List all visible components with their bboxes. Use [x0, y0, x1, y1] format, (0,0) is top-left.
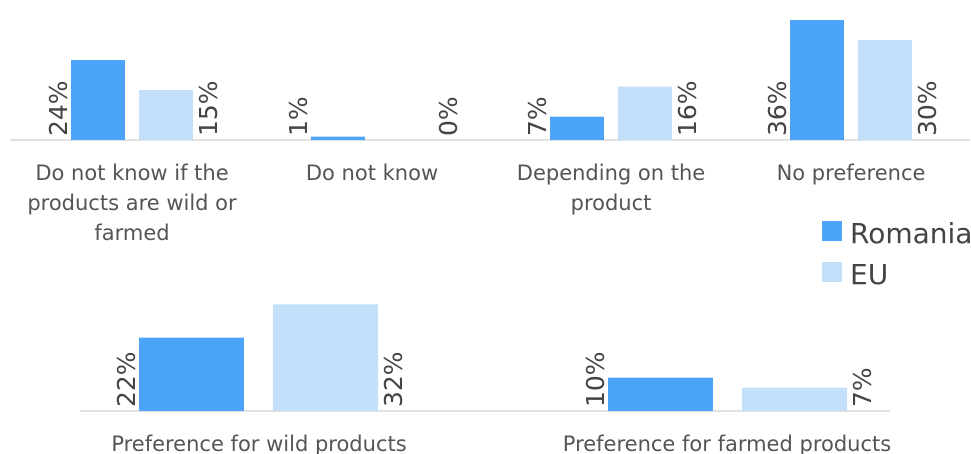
value-label-eu-5: 32%: [379, 351, 408, 407]
bar-romania-2: [311, 136, 365, 140]
value-label-romania-5: 22%: [112, 351, 141, 407]
bar-romania-4: [790, 20, 844, 140]
value-label-eu-6: 7%: [848, 367, 877, 407]
value-label-eu-3: 16%: [673, 80, 702, 136]
bar-romania-3: [550, 116, 604, 140]
value-label-romania-4: 36%: [763, 80, 792, 136]
value-label-eu-4: 30%: [913, 80, 942, 136]
bar-romania-5: [139, 337, 244, 411]
value-label-romania-3: 7%: [523, 96, 552, 136]
chart-value-labels: 24% 1% 7% 36% 22% 10% 15% 0% 16% 30% 32% 7%: [44, 80, 942, 407]
bar-eu-3: [618, 86, 672, 140]
value-label-eu-2: 0%: [434, 96, 463, 136]
value-label-romania-6: 10%: [581, 351, 610, 407]
value-label-romania-1: 24%: [44, 80, 73, 136]
chart-bars: [71, 20, 912, 411]
category-label-6-line-1: Preference for farmed products: [563, 432, 891, 454]
legend-swatch-eu: [822, 262, 842, 282]
value-label-eu-1: 15%: [194, 80, 223, 136]
category-label-4-line-1: No preference: [777, 161, 926, 185]
legend-label-eu: EU: [850, 258, 888, 291]
value-label-romania-2: 1%: [284, 96, 313, 136]
category-label-1-line-3: farmed: [94, 221, 169, 245]
legend-label-romania: Romania: [850, 217, 971, 250]
bar-eu-1: [139, 90, 193, 140]
category-label-2-line-1: Do not know: [306, 161, 438, 185]
legend-swatch-romania: [822, 221, 842, 241]
chart-legend: Romania EU: [822, 217, 971, 291]
category-label-1-line-2: products are wild or: [27, 191, 237, 215]
bar-romania-6: [608, 377, 713, 411]
bar-eu-5: [273, 304, 378, 411]
category-label-3-line-2: product: [571, 191, 652, 215]
category-label-3-line-1: Depending on the: [517, 161, 705, 185]
bar-romania-1: [71, 60, 125, 140]
bar-eu-4: [858, 40, 912, 140]
chart-category-labels: Do not know if the products are wild or fa…: [27, 161, 925, 454]
category-label-5-line-1: Preference for wild products: [111, 432, 406, 454]
bar-eu-6: [742, 387, 847, 411]
category-label-1-line-1: Do not know if the: [35, 161, 228, 185]
